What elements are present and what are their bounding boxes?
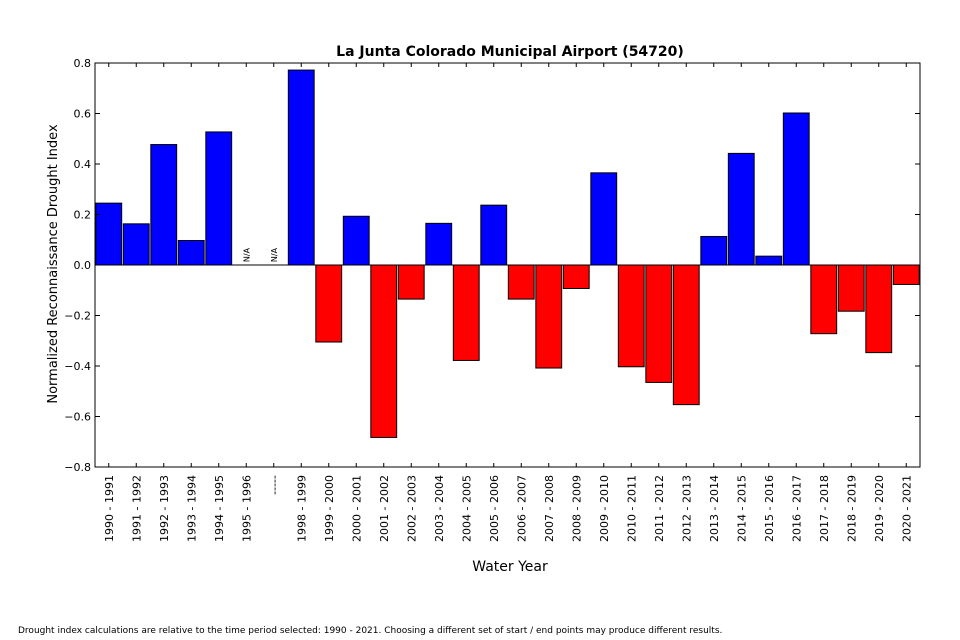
bar-2010-2011 bbox=[617, 264, 645, 368]
bar-2009-2010 bbox=[590, 172, 618, 266]
x-tick-label: 2011 - 2012 bbox=[653, 475, 666, 542]
y-tick-label: 0.8 bbox=[74, 57, 92, 70]
x-tick-label: 2016 - 2017 bbox=[790, 475, 803, 542]
x-tick-label: 1992 - 1993 bbox=[158, 475, 171, 542]
x-tick-label: 2003 - 2004 bbox=[433, 475, 446, 542]
na-label: N/A bbox=[270, 247, 279, 262]
bar-2013-2014 bbox=[700, 235, 728, 266]
x-tick-label: 2019 - 2020 bbox=[873, 475, 886, 542]
y-tick-label: −0.2 bbox=[64, 310, 91, 323]
y-tick-label: 0.2 bbox=[74, 209, 92, 222]
na-label: N/A bbox=[242, 247, 251, 262]
x-tick-label: 2009 - 2010 bbox=[598, 475, 611, 542]
bar-1991-1992 bbox=[122, 223, 150, 266]
bar-2018-2019 bbox=[837, 264, 865, 312]
x-tick-label: 2002 - 2003 bbox=[405, 475, 418, 542]
bar-1994-1995 bbox=[205, 131, 233, 266]
y-tick-label: 0.0 bbox=[74, 259, 92, 272]
y-tick-label: −0.6 bbox=[64, 411, 91, 424]
bar-2000-2001 bbox=[342, 215, 370, 266]
bar-2012-2013 bbox=[672, 264, 700, 406]
bar-2005-2006 bbox=[480, 204, 508, 266]
x-tick-label: 2018 - 2019 bbox=[845, 475, 858, 542]
bar-2017-2018 bbox=[810, 264, 838, 335]
x-tick-label: 2000 - 2001 bbox=[350, 475, 363, 542]
bar-2019-2020 bbox=[865, 264, 893, 354]
axis-ticks: 1990 - 1991 1991 - 1992 1992 - 1993 1993 - … bbox=[64, 57, 920, 542]
bar-2001-2002 bbox=[370, 264, 398, 438]
x-tick-label: 2006 - 2007 bbox=[515, 475, 528, 542]
bar-1998-1999 bbox=[287, 69, 315, 266]
bar-2016-2017 bbox=[782, 112, 810, 266]
x-tick-label: 1995 - 1996 bbox=[240, 475, 253, 542]
bar-2020-2021 bbox=[892, 264, 920, 285]
x-tick-label: 1998 - 1999 bbox=[295, 475, 308, 542]
x-tick-label: 2007 - 2008 bbox=[543, 475, 556, 542]
x-tick-label: 2014 - 2015 bbox=[735, 475, 748, 542]
bar-2007-2008 bbox=[535, 264, 563, 369]
x-tick-label: 1994 - 1995 bbox=[213, 475, 226, 542]
bar-2011-2012 bbox=[645, 264, 673, 383]
bar-2006-2007 bbox=[507, 264, 535, 300]
x-tick-label: 2005 - 2006 bbox=[488, 475, 501, 542]
bar-1999-2000 bbox=[315, 264, 343, 343]
x-tick-label: 1991 - 1992 bbox=[130, 475, 143, 542]
x-tick-label: 2017 - 2018 bbox=[818, 475, 831, 542]
x-tick-label: 2015 - 2016 bbox=[763, 475, 776, 542]
x-tick-label: 1999 - 2000 bbox=[323, 475, 336, 542]
bar-1990-1991 bbox=[95, 202, 123, 266]
bar-2008-2009 bbox=[562, 264, 590, 289]
y-tick-label: 0.4 bbox=[74, 158, 92, 171]
y-tick-label: 0.6 bbox=[74, 108, 92, 121]
bar-2002-2003 bbox=[397, 264, 425, 300]
bar-2014-2015 bbox=[727, 152, 755, 266]
bar-1992-1993 bbox=[150, 144, 178, 266]
x-tick-label: 2013 - 2014 bbox=[708, 475, 721, 542]
x-tick-label: 2012 - 2013 bbox=[680, 475, 693, 542]
y-tick-label: −0.8 bbox=[64, 461, 91, 474]
y-axis-label: Normalized Reconnaissance Drought Index bbox=[46, 124, 61, 404]
bar-2015-2016 bbox=[755, 255, 783, 266]
x-tick-label: 2010 - 2011 bbox=[625, 475, 638, 542]
x-tick-label: 2008 - 2009 bbox=[570, 475, 583, 542]
plot-area-frame bbox=[94, 62, 921, 468]
bar-1993-1994 bbox=[177, 240, 205, 266]
bar-2003-2004 bbox=[425, 222, 453, 266]
bar-series: N/A N/A bbox=[95, 69, 920, 438]
footnote: Drought index calculations are relative … bbox=[18, 626, 723, 636]
y-tick-label: −0.4 bbox=[64, 360, 91, 373]
x-tick-label: 2020 - 2021 bbox=[900, 475, 913, 542]
x-axis-label: Water Year bbox=[472, 559, 548, 575]
chart-title: La Junta Colorado Municipal Airport (547… bbox=[336, 44, 684, 60]
bar-2004-2005 bbox=[452, 264, 480, 361]
x-tick-label: ----- bbox=[268, 475, 281, 495]
x-tick-label: 1990 - 1991 bbox=[103, 475, 116, 542]
x-tick-label: 1993 - 1994 bbox=[185, 475, 198, 542]
x-tick-label: 2001 - 2002 bbox=[378, 475, 391, 542]
x-tick-label: 2004 - 2005 bbox=[460, 475, 473, 542]
